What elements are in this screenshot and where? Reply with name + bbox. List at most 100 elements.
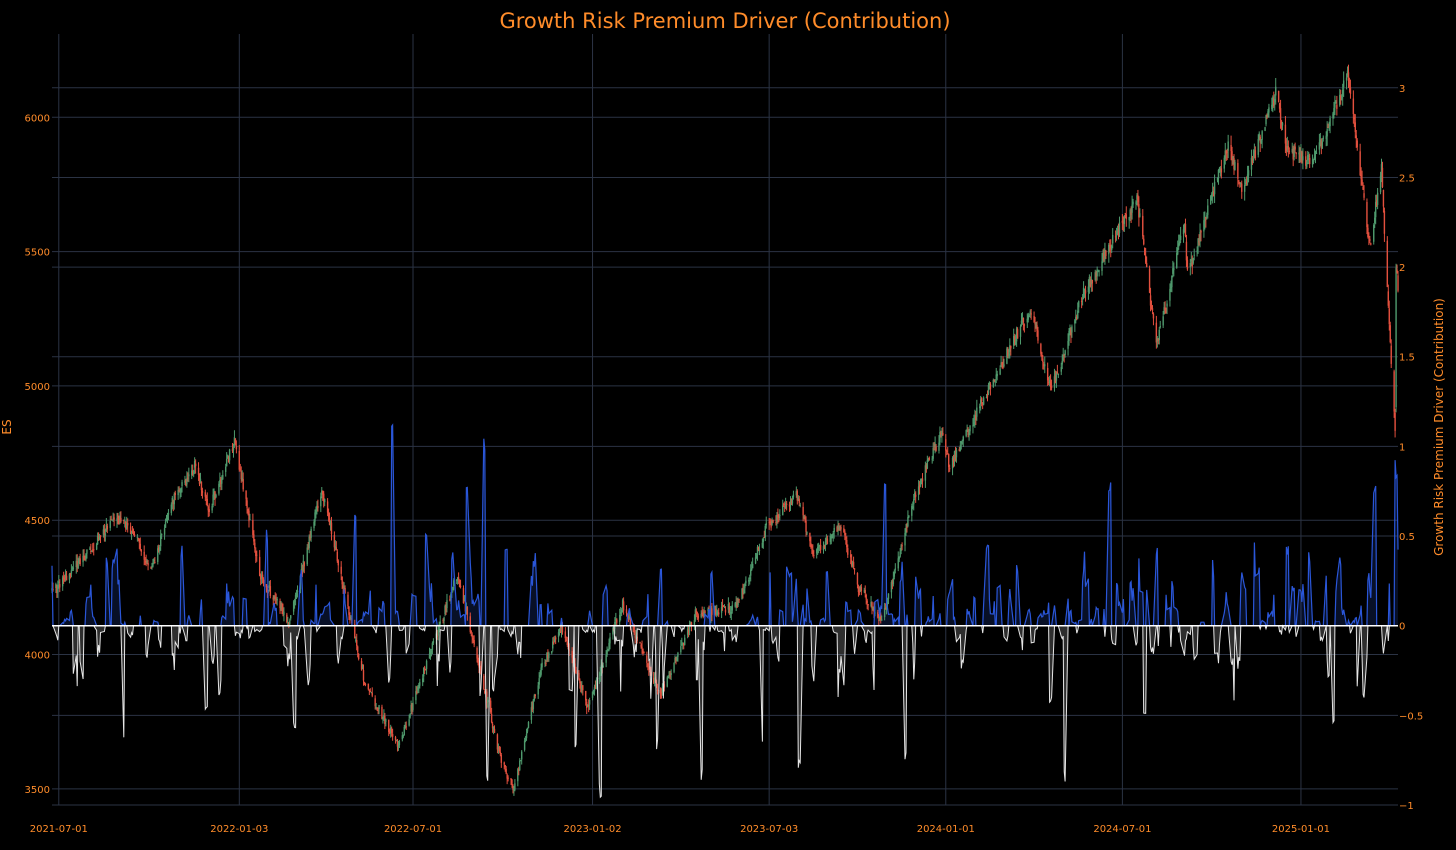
- es-candle-body: [1327, 126, 1329, 128]
- es-candle-body: [953, 451, 956, 460]
- es-candle-body: [634, 635, 636, 638]
- es-candle-body: [1070, 329, 1072, 336]
- es-candle-body: [526, 727, 529, 732]
- right-tick-label: −1: [1399, 801, 1414, 812]
- es-candle-body: [1254, 150, 1257, 159]
- es-candle-body: [192, 470, 194, 475]
- es-candle-body: [1216, 177, 1219, 181]
- es-candle-body: [675, 658, 677, 662]
- es-candle-body: [261, 574, 264, 579]
- es-candle-body: [226, 455, 229, 459]
- es-candle-body: [788, 504, 791, 507]
- es-candle-body: [110, 519, 112, 521]
- es-candle-body: [1008, 354, 1010, 356]
- es-candle-body: [775, 522, 777, 524]
- es-candle-body: [776, 515, 778, 522]
- es-candle-body: [333, 535, 336, 548]
- es-candle-body: [518, 769, 520, 771]
- es-candle-body: [684, 637, 686, 645]
- es-candle-body: [667, 676, 669, 679]
- es-candle-body: [465, 606, 468, 612]
- es-candle-body: [394, 737, 397, 740]
- es-candle-body: [727, 603, 730, 610]
- es-candle-body: [1095, 272, 1097, 277]
- x-tick-label: 2023-07-03: [740, 824, 798, 835]
- es-candle-body: [1205, 217, 1207, 219]
- es-candle-body: [151, 566, 153, 568]
- es-candle-body: [477, 660, 479, 664]
- es-candle-body: [1182, 229, 1185, 235]
- es-candle-body: [1393, 371, 1395, 412]
- es-candle-body: [1179, 235, 1182, 241]
- es-candle-body: [302, 560, 305, 572]
- es-candle-body: [272, 597, 274, 600]
- es-candle-body: [1325, 135, 1327, 139]
- es-candle-body: [1076, 317, 1078, 319]
- es-candle-body: [852, 561, 855, 568]
- es-candle-body: [1128, 217, 1130, 221]
- es-candle-body: [1148, 268, 1151, 293]
- es-candle-body: [1246, 174, 1249, 181]
- right-tick-label: 3: [1399, 84, 1405, 95]
- es-candle-body: [898, 556, 900, 560]
- es-candle-body: [1280, 121, 1283, 125]
- es-candle-body: [390, 728, 393, 733]
- es-candle-body: [1109, 244, 1111, 246]
- es-candle-body: [605, 654, 607, 663]
- es-candle-body: [235, 446, 238, 450]
- es-candle-body: [791, 499, 794, 504]
- es-candle-body: [1096, 269, 1098, 277]
- es-candle-body: [1356, 140, 1358, 148]
- es-candle-body: [588, 699, 591, 705]
- es-candle-body: [980, 399, 982, 404]
- es-candle-body: [559, 630, 562, 632]
- es-candle-body: [913, 499, 915, 505]
- es-candle-body: [1135, 202, 1137, 204]
- es-candle-body: [194, 463, 197, 467]
- es-candle-body: [742, 589, 744, 595]
- es-candle-body: [287, 621, 289, 623]
- es-candle-body: [245, 490, 247, 499]
- es-candle-body: [846, 539, 848, 548]
- es-candle-body: [881, 619, 883, 621]
- es-candle-body: [337, 560, 339, 566]
- es-candle-body: [564, 631, 567, 639]
- es-candle-body: [132, 531, 135, 533]
- es-candle-body: [505, 768, 507, 774]
- es-candle-body: [1047, 381, 1050, 383]
- es-candle-body: [891, 581, 894, 584]
- es-candle-body: [640, 645, 642, 647]
- es-candle-body: [1105, 250, 1107, 256]
- es-candle-body: [1394, 412, 1396, 431]
- es-candle-body: [959, 445, 962, 451]
- es-candle-body: [1374, 201, 1377, 218]
- es-candle-body: [969, 425, 971, 432]
- es-candle-body: [1253, 150, 1256, 157]
- es-candle-body: [1048, 380, 1051, 384]
- es-candle-body: [1301, 152, 1303, 164]
- es-candle-body: [1104, 249, 1106, 260]
- es-candle-body: [1349, 87, 1352, 94]
- es-candle-body: [1342, 80, 1345, 88]
- es-candle-body: [914, 492, 916, 498]
- es-candle-body: [985, 397, 988, 399]
- es-candle-body: [982, 397, 985, 405]
- es-candle-body: [1212, 191, 1215, 197]
- es-candle-body: [1189, 262, 1192, 267]
- es-candle-body: [1293, 147, 1295, 157]
- es-candle-body: [188, 474, 190, 477]
- es-candle-body: [670, 673, 672, 675]
- es-candle-body: [159, 547, 161, 552]
- es-candle-body: [933, 449, 935, 451]
- es-candle-body: [315, 511, 317, 513]
- es-candle-body: [1273, 98, 1275, 106]
- es-candle-body: [498, 746, 501, 751]
- es-candle-body: [212, 494, 214, 505]
- es-candle-body: [938, 442, 940, 451]
- es-candle-body: [673, 662, 675, 672]
- es-candle-body: [225, 466, 227, 472]
- es-candle-body: [171, 497, 174, 503]
- es-candle-body: [934, 443, 936, 448]
- es-candle-body: [385, 719, 387, 722]
- es-candle-body: [463, 600, 466, 602]
